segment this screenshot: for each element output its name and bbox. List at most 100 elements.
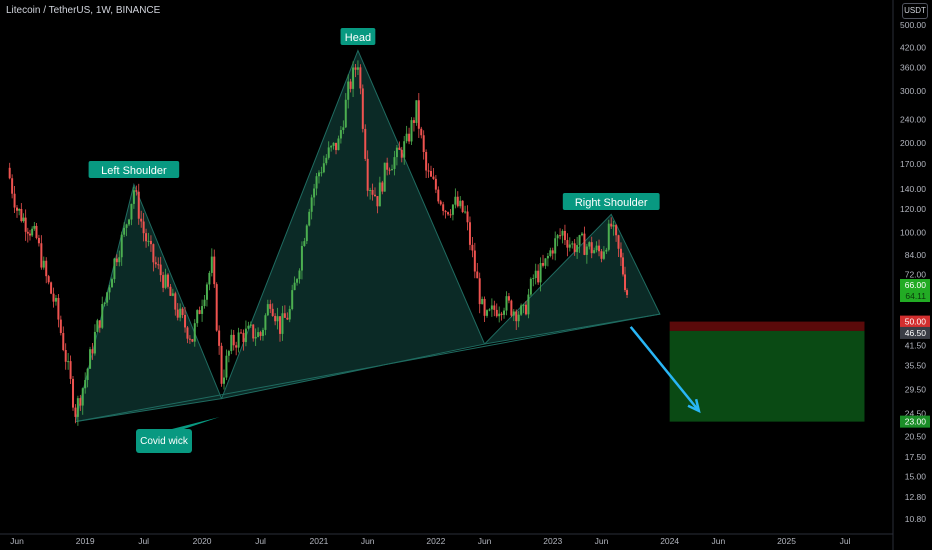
candle bbox=[386, 157, 389, 176]
candle-body bbox=[327, 147, 330, 158]
candle-body bbox=[152, 244, 155, 263]
candle-body bbox=[595, 245, 598, 251]
candle-body bbox=[35, 225, 38, 238]
price-tick-label: 72.00 bbox=[905, 270, 927, 280]
left-shoulder-triangle bbox=[74, 182, 223, 423]
candle bbox=[422, 130, 425, 160]
candle bbox=[322, 155, 325, 174]
candle-body bbox=[132, 190, 135, 204]
candle bbox=[366, 150, 369, 197]
candle-body bbox=[279, 316, 282, 334]
candle-body bbox=[571, 243, 574, 245]
candle-body bbox=[320, 172, 323, 174]
candle bbox=[227, 349, 230, 363]
candle bbox=[542, 254, 545, 268]
candle-body bbox=[264, 315, 267, 330]
candle bbox=[400, 146, 403, 163]
candle-body bbox=[598, 245, 601, 252]
candle bbox=[147, 232, 150, 247]
candle bbox=[145, 228, 148, 248]
current-price-secondary-label-bg bbox=[900, 290, 930, 302]
candle bbox=[410, 117, 413, 145]
candle bbox=[517, 311, 520, 328]
candle-body bbox=[624, 274, 627, 291]
candle-body bbox=[447, 212, 450, 215]
price-tick-label: 12.80 bbox=[905, 492, 927, 502]
candle-body bbox=[561, 230, 564, 236]
candle bbox=[281, 305, 284, 341]
candle bbox=[86, 367, 89, 388]
candle bbox=[373, 187, 376, 197]
candle bbox=[174, 291, 177, 316]
candle bbox=[376, 195, 379, 214]
candle-body bbox=[22, 217, 25, 222]
candle-body bbox=[376, 196, 379, 207]
candle-body bbox=[500, 313, 503, 315]
candle bbox=[417, 93, 420, 138]
currency-button[interactable]: USDT bbox=[902, 3, 928, 19]
candle-body bbox=[405, 133, 408, 142]
candle bbox=[24, 209, 27, 241]
candle-body bbox=[626, 290, 629, 295]
candle bbox=[539, 257, 542, 292]
candle bbox=[593, 247, 596, 254]
candle-body bbox=[563, 230, 566, 241]
candle-body bbox=[425, 152, 428, 171]
candle bbox=[388, 167, 391, 175]
candle-body bbox=[205, 284, 208, 300]
candle-body bbox=[81, 388, 84, 406]
candle-body bbox=[18, 208, 21, 211]
candle-body bbox=[57, 297, 60, 320]
candle bbox=[120, 231, 123, 266]
candle-body bbox=[415, 100, 418, 123]
candle-body bbox=[612, 225, 615, 227]
price-tick-label: 35.50 bbox=[905, 361, 927, 371]
candle-body bbox=[89, 349, 92, 369]
candle bbox=[74, 404, 77, 424]
candle bbox=[130, 203, 133, 226]
candle bbox=[559, 228, 562, 240]
candle bbox=[522, 303, 525, 314]
candle-body bbox=[162, 275, 165, 288]
candle-body bbox=[527, 294, 530, 315]
candle-body bbox=[249, 324, 252, 326]
candle-body bbox=[26, 231, 29, 234]
candle bbox=[220, 342, 223, 387]
candle bbox=[347, 74, 350, 109]
candle bbox=[37, 234, 40, 247]
candle bbox=[602, 246, 605, 261]
candle bbox=[137, 183, 140, 225]
candle bbox=[344, 93, 347, 129]
candle-body bbox=[471, 244, 474, 251]
head-triangle bbox=[220, 49, 486, 400]
candle bbox=[20, 203, 23, 223]
candle-body bbox=[179, 308, 182, 318]
candle-body bbox=[283, 313, 286, 318]
candle-body bbox=[315, 176, 318, 189]
candle bbox=[371, 183, 374, 201]
candle-body bbox=[67, 361, 70, 363]
price-tick-label: 20.50 bbox=[905, 431, 927, 441]
candle-body bbox=[16, 207, 18, 211]
candles bbox=[8, 60, 629, 426]
candle bbox=[590, 236, 593, 259]
candle bbox=[420, 126, 423, 139]
candle-body bbox=[24, 217, 27, 232]
candle bbox=[505, 291, 508, 316]
candle bbox=[59, 315, 62, 336]
candle-body bbox=[215, 284, 218, 331]
price-axis: 500.00 420.00 360.00 300.00 240.00 200.00 170.… bbox=[900, 20, 930, 524]
candle-body bbox=[244, 328, 247, 343]
candle bbox=[237, 327, 240, 353]
candle bbox=[434, 174, 437, 194]
candle-body bbox=[520, 305, 523, 315]
candle bbox=[283, 305, 286, 319]
candle bbox=[247, 321, 250, 330]
candle bbox=[35, 222, 38, 240]
candle-body bbox=[330, 145, 333, 148]
candle bbox=[352, 61, 355, 97]
candle-body bbox=[354, 67, 357, 70]
candle-body bbox=[386, 162, 389, 170]
candle-body bbox=[364, 128, 367, 159]
